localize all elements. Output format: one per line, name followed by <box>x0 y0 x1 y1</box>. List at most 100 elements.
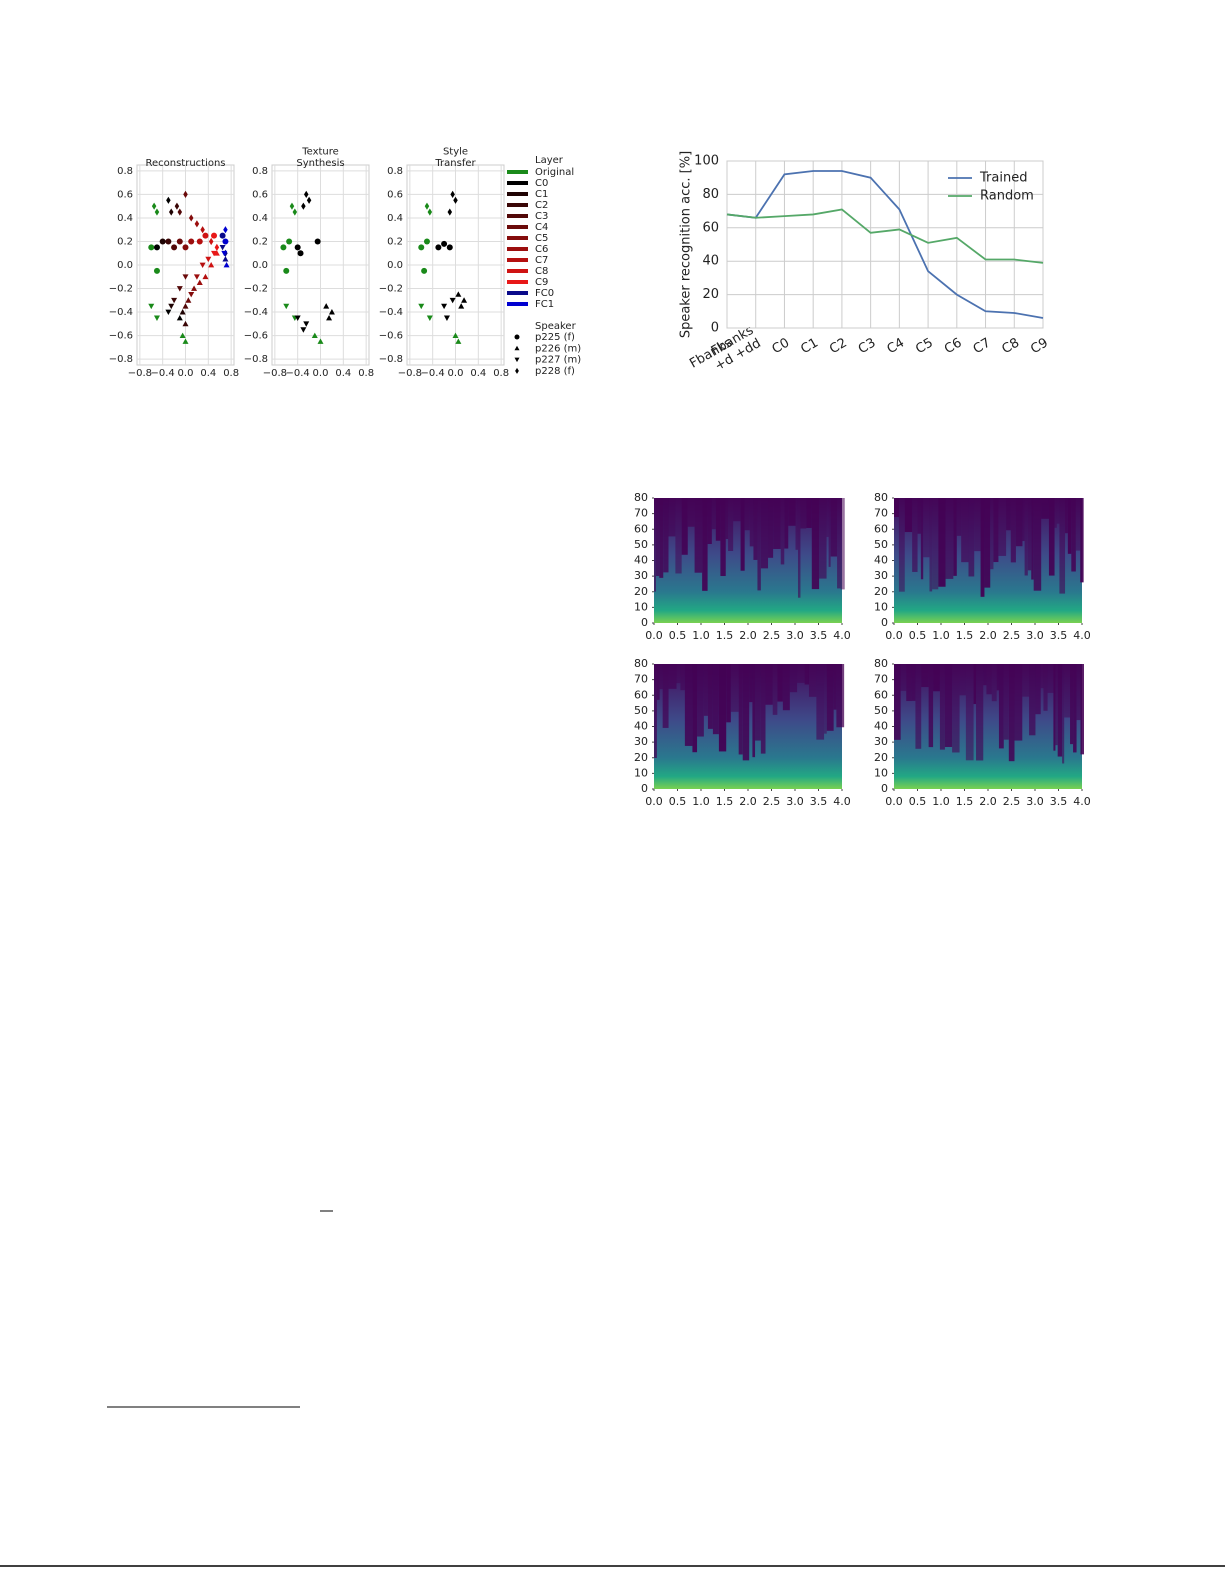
y-tick-label: 0.0 <box>252 260 268 271</box>
legend-marker <box>515 367 519 374</box>
legend-label: p228 (f) <box>535 366 575 377</box>
spectrogram-texture <box>952 664 960 753</box>
x-tick-label: 2.5 <box>1003 629 1021 642</box>
scatter-point <box>166 196 171 204</box>
y-tick-label: 50 <box>874 704 888 717</box>
legend-label: p226 (m) <box>535 343 581 354</box>
y-tick-label: 0.8 <box>387 166 403 177</box>
scatter-point <box>223 262 230 268</box>
scatter-point <box>441 240 448 247</box>
spectrogram-texture <box>991 664 997 702</box>
spectrogram-texture <box>694 498 703 573</box>
scatter-point <box>283 267 290 274</box>
legend-label: p227 (m) <box>535 355 581 366</box>
spectrogram-texture <box>1041 498 1049 519</box>
y-tick-label: 0.4 <box>117 213 133 224</box>
y-tick-label: 40 <box>634 720 648 733</box>
spectrogram-texture <box>894 498 899 517</box>
x-tick-label: −0.4 <box>151 368 175 379</box>
scatter-point <box>214 243 220 251</box>
y-tick-label: 10 <box>634 600 648 613</box>
scatter-point <box>306 196 312 204</box>
legend-label: C0 <box>535 178 548 189</box>
spectrogram-texture <box>1031 498 1034 580</box>
spectrogram-texture <box>788 498 796 526</box>
scatter-point <box>205 256 212 263</box>
x-tick-label: 1.5 <box>956 629 974 642</box>
x-tick-label: 3.0 <box>786 629 804 642</box>
spectrogram-texture <box>707 664 713 729</box>
spectrogram-texture <box>730 664 739 712</box>
scatter-point <box>301 202 306 210</box>
y-tick-label: 30 <box>874 569 888 582</box>
spectrogram-texture <box>984 498 991 588</box>
x-tick-label: 0.5 <box>909 629 927 642</box>
spectrogram-texture <box>668 664 677 689</box>
x-tick-label: C2 <box>827 336 850 358</box>
x-tick-label: −0.8 <box>128 368 152 379</box>
y-tick-label: 0 <box>881 782 888 795</box>
scatter-point <box>328 309 335 315</box>
scatter-point <box>303 321 310 327</box>
scatter-point <box>449 297 456 304</box>
scatter-point <box>148 303 155 310</box>
y-tick-label: 40 <box>874 720 888 733</box>
scatter-point <box>191 285 198 291</box>
y-tick-label: 20 <box>702 287 719 302</box>
scatter-point <box>159 238 166 245</box>
y-tick-label: −0.2 <box>379 284 403 295</box>
spectrogram-texture <box>973 664 977 705</box>
spectrogram-texture <box>900 664 907 691</box>
spectrogram-texture <box>904 498 913 533</box>
y-tick-label: 0.8 <box>252 166 268 177</box>
spectrogram-texture <box>707 498 712 545</box>
x-tick-label: 2.5 <box>763 629 781 642</box>
y-tick-label: 20 <box>634 585 648 598</box>
x-tick-label: 0.0 <box>885 795 903 808</box>
panel-title: Reconstructions <box>145 158 225 169</box>
scatter-point <box>153 244 160 251</box>
scatter-point <box>213 250 220 256</box>
spectrogram-texture <box>703 664 708 716</box>
scatter-point <box>151 202 157 210</box>
legend-label: Random <box>980 189 1034 204</box>
y-tick-label: −0.2 <box>109 284 133 295</box>
spectrogram-texture <box>1008 664 1015 762</box>
spectrogram-texture <box>1006 498 1011 531</box>
x-tick-label: 0.5 <box>669 795 687 808</box>
scatter-point <box>426 315 433 321</box>
y-tick-label: 50 <box>874 538 888 551</box>
spectrogram-texture <box>1065 498 1068 534</box>
y-tick-label: 60 <box>874 688 888 701</box>
y-tick-label: 20 <box>874 751 888 764</box>
scatter-point <box>193 274 200 280</box>
spectrogram-texture <box>816 664 825 740</box>
y-tick-label: 100 <box>694 154 719 169</box>
spectrogram-texture <box>760 498 769 569</box>
scatter-point <box>286 238 293 245</box>
spectrogram-texture <box>749 664 753 703</box>
spectrogram-texture <box>1070 664 1074 745</box>
y-tick-label: 10 <box>874 600 888 613</box>
x-tick-label: 0.4 <box>200 368 216 379</box>
scatter-point <box>183 190 188 199</box>
x-tick-label: C8 <box>999 336 1022 358</box>
spectrogram-texture <box>1080 498 1084 583</box>
spectrogram-texture <box>755 664 761 741</box>
x-tick-label: 2.0 <box>739 629 757 642</box>
y-tick-label: 0 <box>641 782 648 795</box>
legend-label: C5 <box>535 233 548 244</box>
spectrogram-texture <box>993 498 999 563</box>
legend-marker <box>514 357 520 363</box>
scatter-point <box>188 238 195 245</box>
spectrogram-texture <box>659 498 664 578</box>
spectrogram-texture <box>680 664 685 691</box>
y-tick-label: 40 <box>702 254 719 269</box>
spectrogram-texture <box>656 664 660 700</box>
y-tick-label: 50 <box>634 538 648 551</box>
panel-title: Style Transfer <box>434 147 476 170</box>
spectrogram-texture <box>1048 498 1055 576</box>
spectrogram-texture <box>654 664 657 758</box>
scatter-point <box>179 332 186 338</box>
